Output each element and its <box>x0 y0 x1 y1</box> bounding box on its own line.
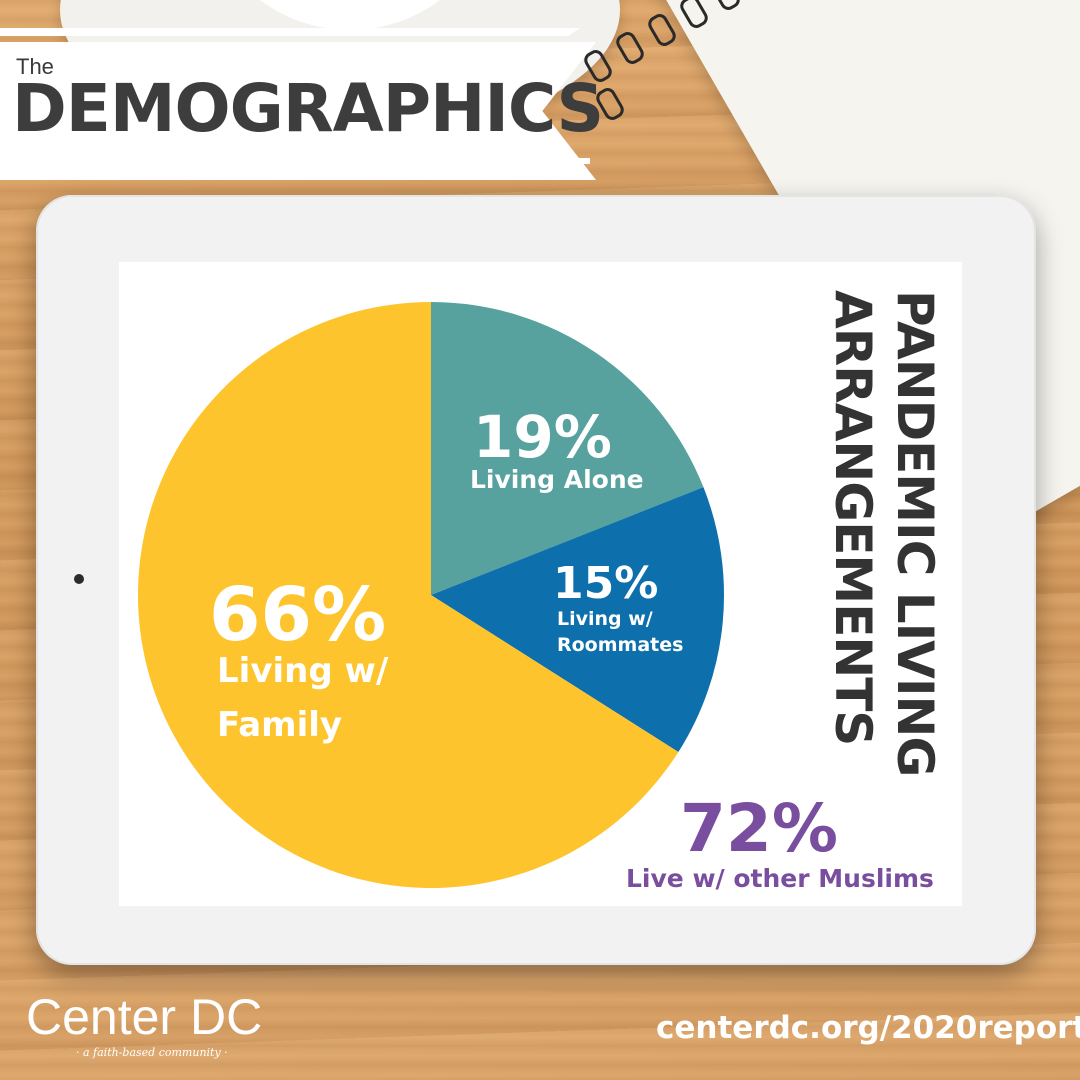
brand-tagline: · a faith-based community · <box>76 1046 228 1059</box>
callout-value: 72% <box>680 790 838 867</box>
banner-top-stripe <box>0 28 580 36</box>
pie-chart <box>137 301 724 888</box>
slice-roommates-label-line1: Living w/ <box>557 608 653 630</box>
header-title: DEMOGRAPHICS <box>12 70 604 147</box>
pie-slice-living-alone <box>431 302 704 595</box>
slice-family-label-line1: Living w/ <box>217 651 389 691</box>
chart-title: PANDEMIC LIVING ARRANGEMENTS <box>820 290 950 790</box>
header-kicker: The <box>16 54 54 79</box>
slice-alone-label: Living Alone <box>470 465 644 494</box>
notebook-spiral-rings <box>580 0 780 130</box>
chart-title-line2: ARRANGEMENTS <box>824 290 882 746</box>
slice-roommates-value: 15% <box>553 558 659 609</box>
header-banner <box>0 42 596 180</box>
banner-bottom-stripe <box>0 158 590 164</box>
slice-family-value: 66% <box>209 572 387 658</box>
brand-logo: Center DC <box>26 989 263 1045</box>
chart-title-line1: PANDEMIC LIVING <box>886 290 944 777</box>
slice-alone-value: 19% <box>473 403 612 471</box>
slice-family-label-line2: Family <box>217 705 343 745</box>
pie-slice-living-roommates <box>431 487 724 752</box>
report-url[interactable]: centerdc.org/2020report <box>656 1010 1080 1046</box>
slice-roommates-label-line2: Roommates <box>557 634 684 656</box>
callout-text: Live w/ other Muslims <box>626 864 934 893</box>
tablet-camera <box>74 574 84 584</box>
pie-slice-living-family <box>137 301 679 888</box>
tablet-screen: 19% Living Alone 15% Living w/ Roommates… <box>119 262 962 906</box>
